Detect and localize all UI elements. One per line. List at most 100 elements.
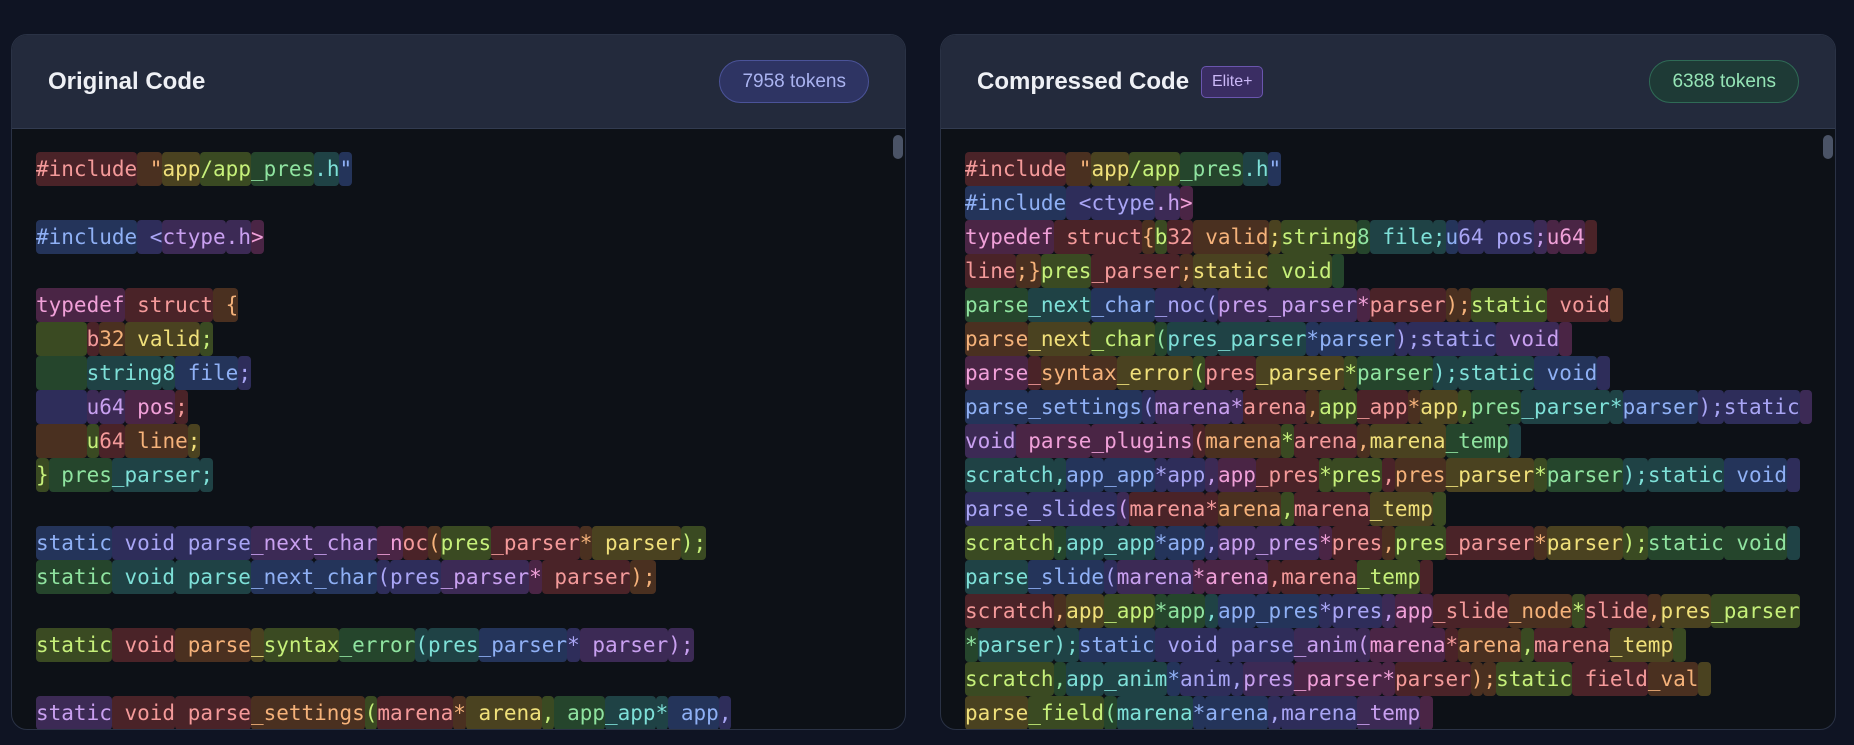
code-token: , bbox=[1053, 662, 1067, 696]
code-token: _pres bbox=[1255, 458, 1320, 492]
code-line: b32 valid; bbox=[36, 322, 891, 356]
code-view[interactable]: #include "app/app_pres.h" #include <ctype… bbox=[941, 129, 1821, 729]
code-token: app bbox=[1066, 526, 1105, 560]
code-token: _parser bbox=[491, 526, 580, 560]
code-token: ; bbox=[187, 424, 201, 458]
code-token: , bbox=[1382, 458, 1395, 492]
code-token: app bbox=[1217, 594, 1256, 628]
code-token: marena bbox=[1281, 696, 1357, 729]
code-token: parse bbox=[175, 628, 251, 662]
code-token: ( bbox=[364, 696, 378, 729]
code-token: marena bbox=[1293, 492, 1370, 526]
code-token: arena bbox=[1205, 560, 1269, 594]
code-token: ) bbox=[1470, 662, 1484, 696]
code-token: _char bbox=[314, 560, 378, 594]
code-token: _settings bbox=[250, 696, 365, 729]
code-token: * bbox=[1445, 628, 1459, 662]
code-token bbox=[1673, 628, 1686, 662]
code-token: * bbox=[1534, 526, 1547, 560]
code-token: < bbox=[137, 220, 163, 254]
code-token: { bbox=[213, 288, 239, 322]
code-token: ; bbox=[175, 390, 188, 424]
code-token: ( bbox=[415, 628, 428, 662]
code-view[interactable]: #include "app/app_pres.h" #include <ctype… bbox=[12, 129, 891, 729]
code-token: void bbox=[965, 424, 1016, 458]
code-token: parse bbox=[965, 288, 1029, 322]
code-token: * bbox=[529, 560, 542, 594]
code-line: static void parse_next_char(pres_parser*… bbox=[36, 560, 891, 594]
code-token bbox=[1597, 356, 1610, 390]
code-token: * bbox=[1319, 594, 1332, 628]
code-token: typedef bbox=[965, 220, 1054, 254]
code-line: parse_settings(marena*arena,app_app*app,… bbox=[965, 390, 1821, 424]
code-token bbox=[1432, 492, 1446, 526]
code-token: parse bbox=[965, 390, 1029, 424]
code-token: static bbox=[1192, 254, 1269, 288]
code-token: > bbox=[1179, 186, 1193, 220]
code-token: * bbox=[1534, 458, 1547, 492]
code-token: _next bbox=[250, 560, 315, 594]
code-token bbox=[36, 390, 87, 424]
code-token: /app bbox=[200, 152, 251, 186]
code-token: void bbox=[111, 560, 176, 594]
code-token: parser bbox=[977, 628, 1054, 662]
code-token: } bbox=[36, 458, 49, 492]
code-token: , bbox=[1281, 492, 1294, 526]
code-token: marena bbox=[1369, 424, 1446, 458]
code-token: static bbox=[36, 560, 112, 594]
code-token: oc bbox=[402, 526, 428, 560]
code-token: * bbox=[1319, 526, 1332, 560]
code-token: ); bbox=[680, 526, 707, 560]
code-token: * bbox=[1154, 458, 1168, 492]
code-token: _ bbox=[250, 628, 264, 662]
code-token: , bbox=[1053, 526, 1067, 560]
code-token: _parser bbox=[1293, 662, 1383, 696]
code-token bbox=[1420, 696, 1433, 729]
code-line: #include "app/app_pres.h" bbox=[36, 152, 891, 186]
code-token: pres bbox=[440, 526, 492, 560]
code-token: app bbox=[1167, 594, 1206, 628]
code-token: pres bbox=[1394, 526, 1446, 560]
code-token: u bbox=[1546, 220, 1560, 254]
code-line: parse_next_char_noc(pres_parser*parser);… bbox=[965, 288, 1821, 322]
code-line: static void parse_syntax_error(pres_pars… bbox=[36, 628, 891, 662]
code-token: void bbox=[1723, 526, 1787, 560]
code-token: pres bbox=[1205, 356, 1256, 390]
code-line: line;}pres_parser;static void bbox=[965, 254, 1821, 288]
code-token bbox=[1584, 220, 1598, 254]
scrollbar-thumb[interactable] bbox=[1823, 135, 1833, 159]
code-token bbox=[36, 356, 87, 390]
code-token: _temp bbox=[1369, 492, 1433, 526]
code-token: pres bbox=[1243, 662, 1294, 696]
code-token: #include bbox=[965, 152, 1067, 186]
code-token: * bbox=[453, 696, 466, 729]
code-token: file bbox=[175, 356, 239, 390]
code-token: .h bbox=[314, 152, 340, 186]
code-token: scratch bbox=[965, 526, 1054, 560]
code-token: , bbox=[1205, 594, 1218, 628]
code-token: app bbox=[1217, 526, 1256, 560]
code-token: ( bbox=[1356, 628, 1370, 662]
code-token: app bbox=[1066, 458, 1105, 492]
code-line: parse_field(marena*arena,marena_temp bbox=[965, 696, 1821, 729]
code-token: ; bbox=[200, 322, 214, 356]
scrollbar-thumb[interactable] bbox=[893, 135, 903, 159]
code-token: pres bbox=[1470, 390, 1522, 424]
code-line: *parser);static void parse_anim(marena*a… bbox=[965, 628, 1821, 662]
code-token: app bbox=[1394, 594, 1433, 628]
code-token: parser bbox=[1369, 288, 1446, 322]
code-token: arena bbox=[1243, 390, 1307, 424]
code-token: app bbox=[1167, 526, 1206, 560]
code-token: 32 bbox=[1167, 220, 1193, 254]
code-token: static bbox=[36, 696, 112, 729]
code-token: _pres bbox=[1255, 526, 1320, 560]
code-token: ( bbox=[1104, 696, 1117, 729]
code-line: parse_slides(marena*arena,marena_temp bbox=[965, 492, 1821, 526]
code-token: struct bbox=[124, 288, 214, 322]
code-token: pres bbox=[1331, 526, 1383, 560]
code-token: marena bbox=[1129, 492, 1206, 526]
code-token: scratch bbox=[965, 594, 1054, 628]
code-line: parse_syntax_error(pres_parser*parser);s… bbox=[965, 356, 1821, 390]
code-token: , bbox=[1521, 628, 1535, 662]
code-token: pres bbox=[390, 560, 441, 594]
